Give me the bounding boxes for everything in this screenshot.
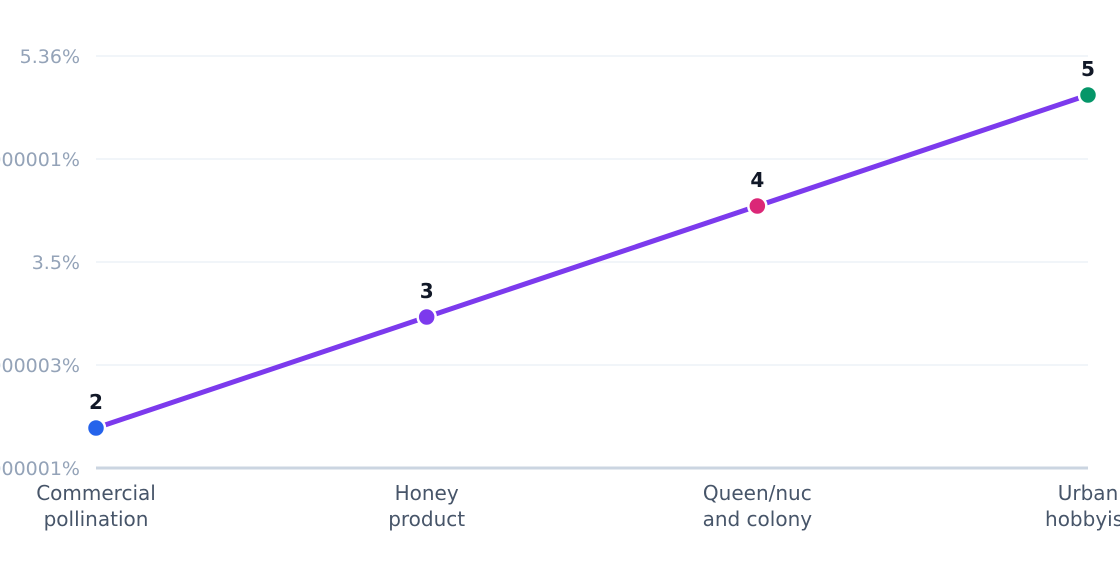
data-label: 2 xyxy=(89,390,103,414)
x-tick-label-line: and colony xyxy=(703,507,813,531)
y-tick-label: 4.0000001% xyxy=(0,149,80,171)
data-point xyxy=(416,306,437,328)
x-tick-label-line: hobbyist xyxy=(1045,507,1120,531)
data-point xyxy=(1077,84,1099,106)
y-tick-label: 5.36% xyxy=(20,46,80,68)
x-tick-label: Queen/nuc and colony xyxy=(703,481,813,531)
data-point xyxy=(85,417,107,439)
data-label: 3 xyxy=(420,279,434,303)
data-label: 4 xyxy=(750,168,764,192)
data-label: 5 xyxy=(1081,57,1095,81)
x-tick-label: Commercial pollination xyxy=(36,481,156,531)
x-tick-label: Urbanhobbyist xyxy=(1045,481,1120,531)
data-point xyxy=(747,195,768,217)
x-tick-label: Honey product xyxy=(388,481,465,531)
x-tick-label-line: Honey xyxy=(395,481,459,505)
y-tick-label: 2.0000003% xyxy=(0,355,80,377)
x-tick-label-line: Queen/nuc xyxy=(703,481,812,505)
y-tick-label: 3.5% xyxy=(32,252,80,274)
series-line xyxy=(93,92,1091,431)
x-tick-label-line: product xyxy=(388,507,465,531)
x-tick-label-line: pollination xyxy=(44,507,149,531)
x-tick-label-line: Commercial xyxy=(36,481,156,505)
y-tick-label: 1.0000001% xyxy=(0,458,80,480)
x-tick-label-line: Urban xyxy=(1058,481,1119,505)
